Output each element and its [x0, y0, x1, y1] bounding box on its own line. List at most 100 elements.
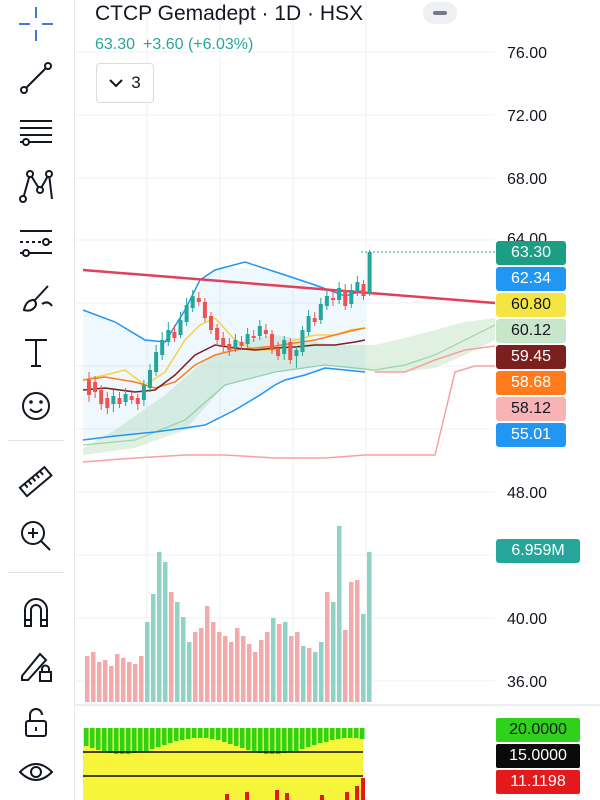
price-chart[interactable]: 76.00 72.00 68.00 64.00 48.00 40.00 36.0…: [75, 0, 600, 800]
trend-line-icon[interactable]: [13, 56, 59, 100]
candle: [202, 302, 207, 318]
candle: [245, 334, 250, 344]
volume-bar: [109, 666, 114, 702]
oscillator-bar: [294, 728, 299, 751]
volume-bar: [283, 622, 288, 702]
candle: [215, 328, 220, 340]
oscillator-bar: [204, 728, 209, 738]
candle: [239, 342, 244, 346]
candle: [221, 338, 226, 346]
volume-bar: [199, 628, 204, 702]
candle: [196, 298, 201, 302]
candle: [263, 330, 268, 334]
forecast-icon[interactable]: [13, 220, 59, 264]
volume-bar: [139, 656, 144, 702]
oscillator-red-bar: [275, 790, 279, 800]
oscillator-bar: [108, 728, 113, 753]
oscillator-red-bar: [320, 795, 324, 800]
candle: [111, 396, 116, 404]
last-price: 63.30: [95, 36, 136, 53]
ruler-icon[interactable]: [13, 460, 59, 504]
eye-icon[interactable]: [13, 750, 59, 794]
collapse-legend-button[interactable]: [423, 2, 457, 24]
candle: [141, 385, 146, 400]
candle: [324, 296, 329, 306]
candle: [343, 290, 348, 306]
volume-bar: [175, 602, 180, 702]
candle: [318, 304, 323, 320]
fib-lines-icon[interactable]: [13, 110, 59, 154]
magnet-icon[interactable]: [13, 590, 59, 634]
candle: [276, 348, 281, 356]
volume-bar: [181, 617, 186, 702]
price-tag-ma-maroon: 59.45: [496, 345, 566, 369]
candle: [135, 398, 140, 404]
oscillator-bar: [90, 728, 95, 748]
oscillator-bar: [168, 728, 173, 743]
volume-bar: [235, 628, 240, 702]
lock-pencil-icon[interactable]: [13, 644, 59, 688]
symbol-title[interactable]: CTCP Gemadept · 1D · HSX: [95, 2, 364, 25]
oscillator-bar: [252, 728, 257, 751]
candle: [148, 370, 152, 388]
zoom-in-icon[interactable]: [13, 514, 59, 558]
volume-bar: [271, 618, 276, 702]
volume-bar: [289, 636, 294, 702]
oscillator-bar: [360, 728, 365, 739]
oscillator-bar: [216, 728, 221, 740]
candle: [129, 396, 134, 400]
pattern-icon[interactable]: [13, 164, 59, 208]
candle: [288, 342, 293, 360]
crosshair-icon[interactable]: [13, 2, 59, 46]
indicators-toggle-button[interactable]: 3: [96, 63, 154, 103]
volume-bar: [133, 664, 138, 702]
volume-bar: [157, 552, 162, 702]
oscillator-bar: [342, 728, 347, 738]
candles: [87, 250, 372, 414]
oscillator-tag-value: 11.1198: [496, 770, 580, 794]
candle: [331, 298, 335, 300]
oscillator-bar: [162, 728, 167, 745]
volume-bar: [349, 582, 354, 702]
oscillator-bar: [180, 728, 185, 740]
resistance-line[interactable]: [82, 268, 496, 305]
oscillator-bar: [222, 728, 227, 742]
oscillator-green-bars: [84, 728, 365, 754]
price-axis-label: 36.00: [507, 674, 547, 691]
volume-bar: [211, 622, 216, 702]
brush-icon[interactable]: [13, 276, 59, 320]
volume-bar: [361, 614, 366, 702]
price-tag-ma-orange: 58.68: [496, 371, 566, 395]
candle: [209, 316, 213, 330]
leading-span-b: [82, 365, 495, 463]
volume-bar: [169, 592, 174, 702]
candle: [166, 330, 171, 342]
oscillator-bar: [150, 728, 155, 749]
volume-bar: [337, 526, 342, 702]
oscillator-bar: [240, 728, 245, 748]
candle: [270, 334, 274, 350]
oscillator-bar: [258, 728, 263, 753]
price-tag-cloud: 60.12: [496, 319, 566, 343]
candle: [105, 398, 110, 408]
volume-bar: [319, 642, 324, 702]
price-tag-ma-yellow: 60.80: [496, 293, 566, 317]
volume-bar: [121, 658, 126, 702]
unlock-icon[interactable]: [13, 700, 59, 744]
volume-bar: [151, 594, 156, 702]
ma-yellow: [82, 317, 366, 386]
oscillator-bar: [348, 728, 353, 738]
volume-tag: 6.959M: [496, 539, 580, 563]
text-icon[interactable]: [13, 330, 59, 374]
candle: [361, 284, 366, 296]
price-axis-label: 68.00: [507, 171, 547, 188]
oscillator-bar: [354, 728, 359, 738]
oscillator-bar: [246, 728, 251, 750]
oscillator-tag-15: 15.0000: [496, 744, 580, 768]
candle: [294, 350, 299, 356]
emoji-icon[interactable]: [13, 384, 59, 428]
oscillator-bar: [210, 728, 215, 739]
oscillator-bar: [312, 728, 317, 745]
oscillator-bar: [270, 728, 275, 754]
oscillator-red-bar: [285, 793, 289, 800]
